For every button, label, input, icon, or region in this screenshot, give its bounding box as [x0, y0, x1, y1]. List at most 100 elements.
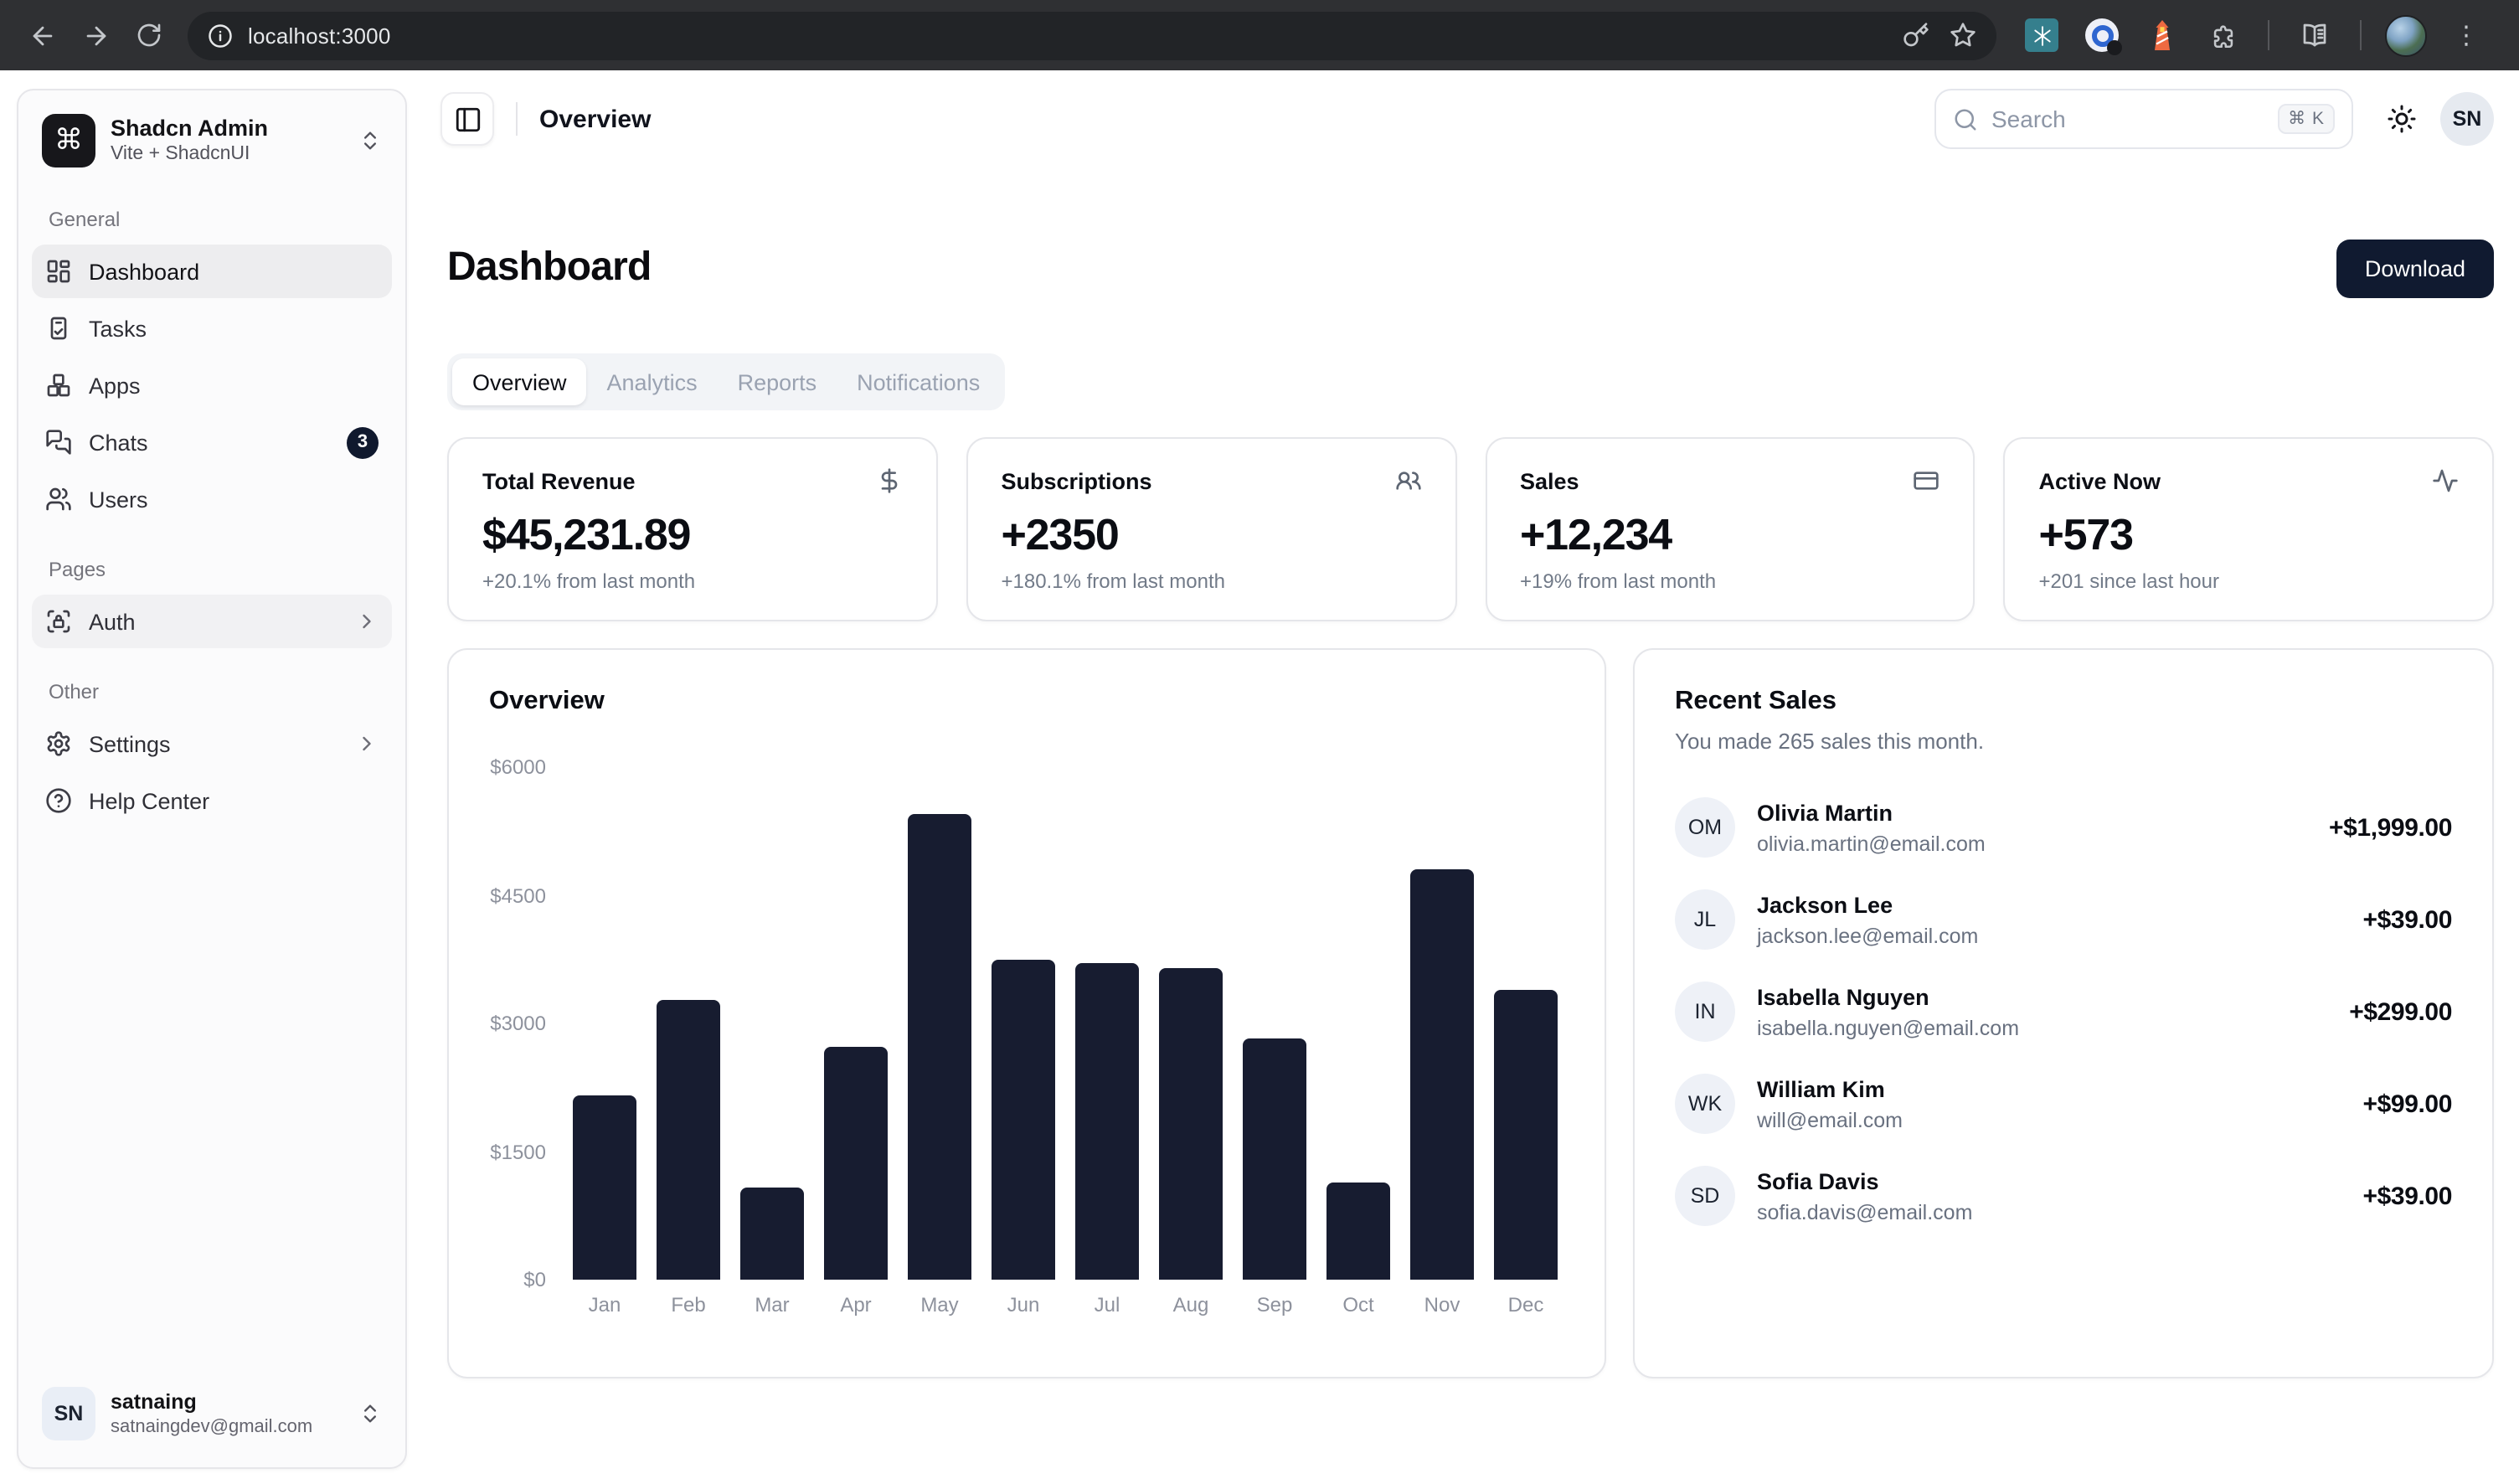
sidebar-toggle-button[interactable] [440, 92, 494, 146]
dollar-sign-icon [876, 467, 903, 494]
sale-row: JL Jackson Lee jackson.lee@email.com +$3… [1675, 889, 2452, 950]
sidebar-item-auth[interactable]: Auth [32, 595, 392, 648]
sale-email: sofia.davis@email.com [1757, 1201, 1972, 1224]
address-bar[interactable]: localhost:3000 [188, 11, 1996, 59]
browser-back-button[interactable] [17, 10, 67, 60]
tab-notifications[interactable]: Notifications [837, 358, 1000, 405]
tab-analytics[interactable]: Analytics [587, 358, 718, 405]
x-tick: Jul [1075, 1293, 1139, 1317]
browser-forward-button[interactable] [70, 10, 121, 60]
sidebar-item-dashboard[interactable]: Dashboard [32, 245, 392, 298]
screen: localhost:3000 [0, 0, 2519, 1484]
sidebar-item-label: Help Center [89, 788, 209, 813]
recent-sales-subtitle: You made 265 sales this month. [1675, 729, 2452, 754]
chevrons-up-down-icon [358, 1402, 382, 1425]
sidebar-item-label: Dashboard [89, 259, 199, 284]
url-text: localhost:3000 [248, 23, 391, 48]
extension-lighthouse-icon[interactable] [2140, 13, 2184, 57]
sidebar-item-tasks[interactable]: Tasks [32, 301, 392, 355]
site-info-icon[interactable] [208, 23, 233, 48]
extension-teal-icon[interactable] [2020, 13, 2063, 57]
extensions-puzzle-icon[interactable] [2201, 13, 2244, 57]
sale-name: Isabella Nguyen [1757, 984, 2019, 1011]
x-tick: Nov [1410, 1293, 1474, 1317]
sale-amount: +$99.00 [2363, 1090, 2453, 1118]
x-tick: Apr [824, 1293, 888, 1317]
avatar: WK [1675, 1074, 1735, 1134]
bar-dec [1494, 991, 1558, 1280]
sale-row: WK William Kim will@email.com +$99.00 [1675, 1074, 2452, 1134]
stat-cards: Total Revenue $45,231.89 +20.1% from las… [447, 437, 2494, 621]
password-key-icon[interactable] [1903, 22, 1929, 49]
settings-gear-icon [45, 730, 72, 757]
snowflake-icon [2031, 24, 2053, 46]
main-area: Overview ⌘ K SN Dashboard Download Over [407, 70, 2519, 1484]
apps-boxes-icon [45, 372, 72, 399]
tab-overview[interactable]: Overview [452, 358, 587, 405]
activity-icon [2432, 467, 2459, 494]
tab-reports[interactable]: Reports [718, 358, 837, 405]
y-tick: $6000 [490, 755, 546, 779]
sidebar: ⌘ Shadcn Admin Vite + ShadcnUI General D… [17, 89, 407, 1469]
sidebar-item-users[interactable]: Users [32, 472, 392, 526]
browser-profile-avatar[interactable] [2385, 14, 2427, 56]
recent-sales-list: OM Olivia Martin olivia.martin@email.com… [1675, 797, 2452, 1226]
sidebar-item-label: Chats [89, 430, 148, 455]
sidebar-item-settings[interactable]: Settings [32, 717, 392, 770]
toolbar-divider [2268, 20, 2269, 50]
x-tick: Jun [992, 1293, 1055, 1317]
theme-toggle-button[interactable] [2373, 90, 2430, 147]
bar-feb [657, 1001, 720, 1280]
arrow-left-icon [28, 21, 56, 49]
stat-card-sales: Sales +12,234 +19% from last month [1485, 437, 1976, 621]
search-input[interactable]: ⌘ K [1934, 89, 2353, 149]
bar-may [908, 814, 971, 1280]
chart-x-axis: Jan Feb Mar Apr May Jun Jul Aug Sep Oct … [566, 1293, 1564, 1317]
browser-menu-button[interactable]: ⋮ [2444, 23, 2489, 48]
bar-apr [824, 1047, 888, 1280]
sale-row: SD Sofia Davis sofia.davis@email.com +$3… [1675, 1166, 2452, 1226]
page-content: Dashboard Download Overview Analytics Re… [407, 149, 2519, 1484]
sale-amount: +$39.00 [2363, 1182, 2453, 1210]
team-switcher[interactable]: ⌘ Shadcn Admin Vite + ShadcnUI [32, 104, 392, 178]
bar-jul [1075, 964, 1139, 1280]
stat-change: +19% from last month [1520, 569, 1940, 593]
sidebar-item-label: Tasks [89, 316, 147, 341]
bar-sep [1243, 1039, 1306, 1280]
chevron-right-icon [355, 732, 379, 755]
book-icon [2300, 20, 2330, 50]
x-tick: Aug [1159, 1293, 1223, 1317]
x-tick: Oct [1326, 1293, 1390, 1317]
search-field[interactable] [1991, 106, 2209, 132]
panel-left-icon [453, 105, 482, 133]
search-icon [1953, 106, 1978, 131]
browser-toolbar: localhost:3000 [0, 0, 2519, 70]
user-avatar: SN [42, 1387, 95, 1440]
stat-value: +2350 [1002, 509, 1422, 561]
chats-icon [45, 429, 72, 456]
download-button[interactable]: Download [2336, 239, 2494, 297]
stat-value: $45,231.89 [482, 509, 903, 561]
sale-name: William Kim [1757, 1076, 1903, 1103]
bookmark-star-icon[interactable] [1950, 22, 1976, 49]
bar-oct [1326, 1183, 1390, 1280]
stat-card-subscriptions: Subscriptions +2350 +180.1% from last mo… [966, 437, 1457, 621]
reading-list-icon[interactable] [2293, 13, 2336, 57]
page-title: Dashboard [447, 245, 652, 291]
sidebar-item-help-center[interactable]: Help Center [32, 774, 392, 827]
sale-amount: +$39.00 [2363, 905, 2453, 934]
chats-unread-badge: 3 [347, 426, 379, 458]
sale-amount: +$299.00 [2349, 997, 2452, 1026]
extension-1password-icon[interactable] [2080, 13, 2124, 57]
sidebar-item-apps[interactable]: Apps [32, 358, 392, 412]
chart-plot-area [566, 767, 1564, 1280]
sidebar-item-chats[interactable]: Chats 3 [32, 415, 392, 469]
sale-name: Sofia Davis [1757, 1168, 1972, 1195]
sale-row: OM Olivia Martin olivia.martin@email.com… [1675, 797, 2452, 858]
sidebar-user-menu[interactable]: SN satnaing satnaingdev@gmail.com [32, 1373, 392, 1454]
chart-y-axis: $6000 $4500 $3000 $1500 $0 [489, 767, 566, 1280]
profile-avatar-button[interactable]: SN [2440, 92, 2494, 146]
recent-sales-card: Recent Sales You made 265 sales this mon… [1633, 648, 2494, 1378]
bar-chart: $6000 $4500 $3000 $1500 $0 [489, 767, 1564, 1280]
browser-reload-button[interactable] [124, 10, 174, 60]
